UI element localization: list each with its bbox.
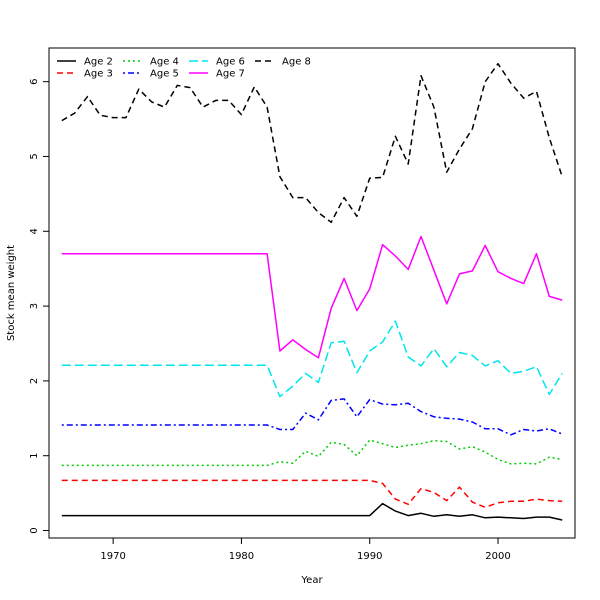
legend-label: Age 5 — [150, 69, 179, 80]
x-tick-label: 2000 — [485, 551, 510, 562]
legend-label: Age 7 — [216, 69, 245, 80]
legend-label: Age 4 — [150, 57, 179, 68]
x-axis-title: Year — [300, 575, 323, 586]
x-tick-label: 1990 — [357, 551, 382, 562]
y-tick-label: 1 — [29, 453, 40, 459]
series-line-age-5 — [61, 398, 563, 436]
x-tick-label: 1970 — [100, 551, 125, 562]
y-axis: 0 1 2 3 4 5 6 — [29, 78, 49, 534]
y-tick-label: 2 — [29, 378, 40, 384]
plot-lines — [61, 62, 563, 521]
legend-label: Age 2 — [84, 57, 113, 68]
y-tick-label: 5 — [29, 153, 40, 159]
plot-frame — [48, 47, 576, 539]
legend-label: Age 3 — [84, 69, 113, 80]
series-line-age-7 — [61, 235, 563, 359]
y-tick-label: 3 — [29, 303, 40, 309]
legend-label: Age 8 — [282, 57, 311, 68]
legend-label: Age 6 — [216, 57, 245, 68]
y-tick-label: 0 — [29, 527, 40, 533]
y-axis-title: Stock mean weight — [6, 245, 17, 341]
series-line-age-4 — [61, 439, 563, 467]
series-line-age-8 — [61, 62, 563, 224]
series-line-age-2 — [61, 502, 563, 521]
x-axis: 1970 1980 1990 2000 — [100, 538, 511, 562]
y-tick-label: 6 — [29, 78, 40, 84]
series-line-age-6 — [61, 320, 563, 398]
x-tick-label: 1980 — [229, 551, 254, 562]
y-tick-label: 4 — [29, 228, 40, 234]
series-line-age-3 — [61, 479, 563, 509]
